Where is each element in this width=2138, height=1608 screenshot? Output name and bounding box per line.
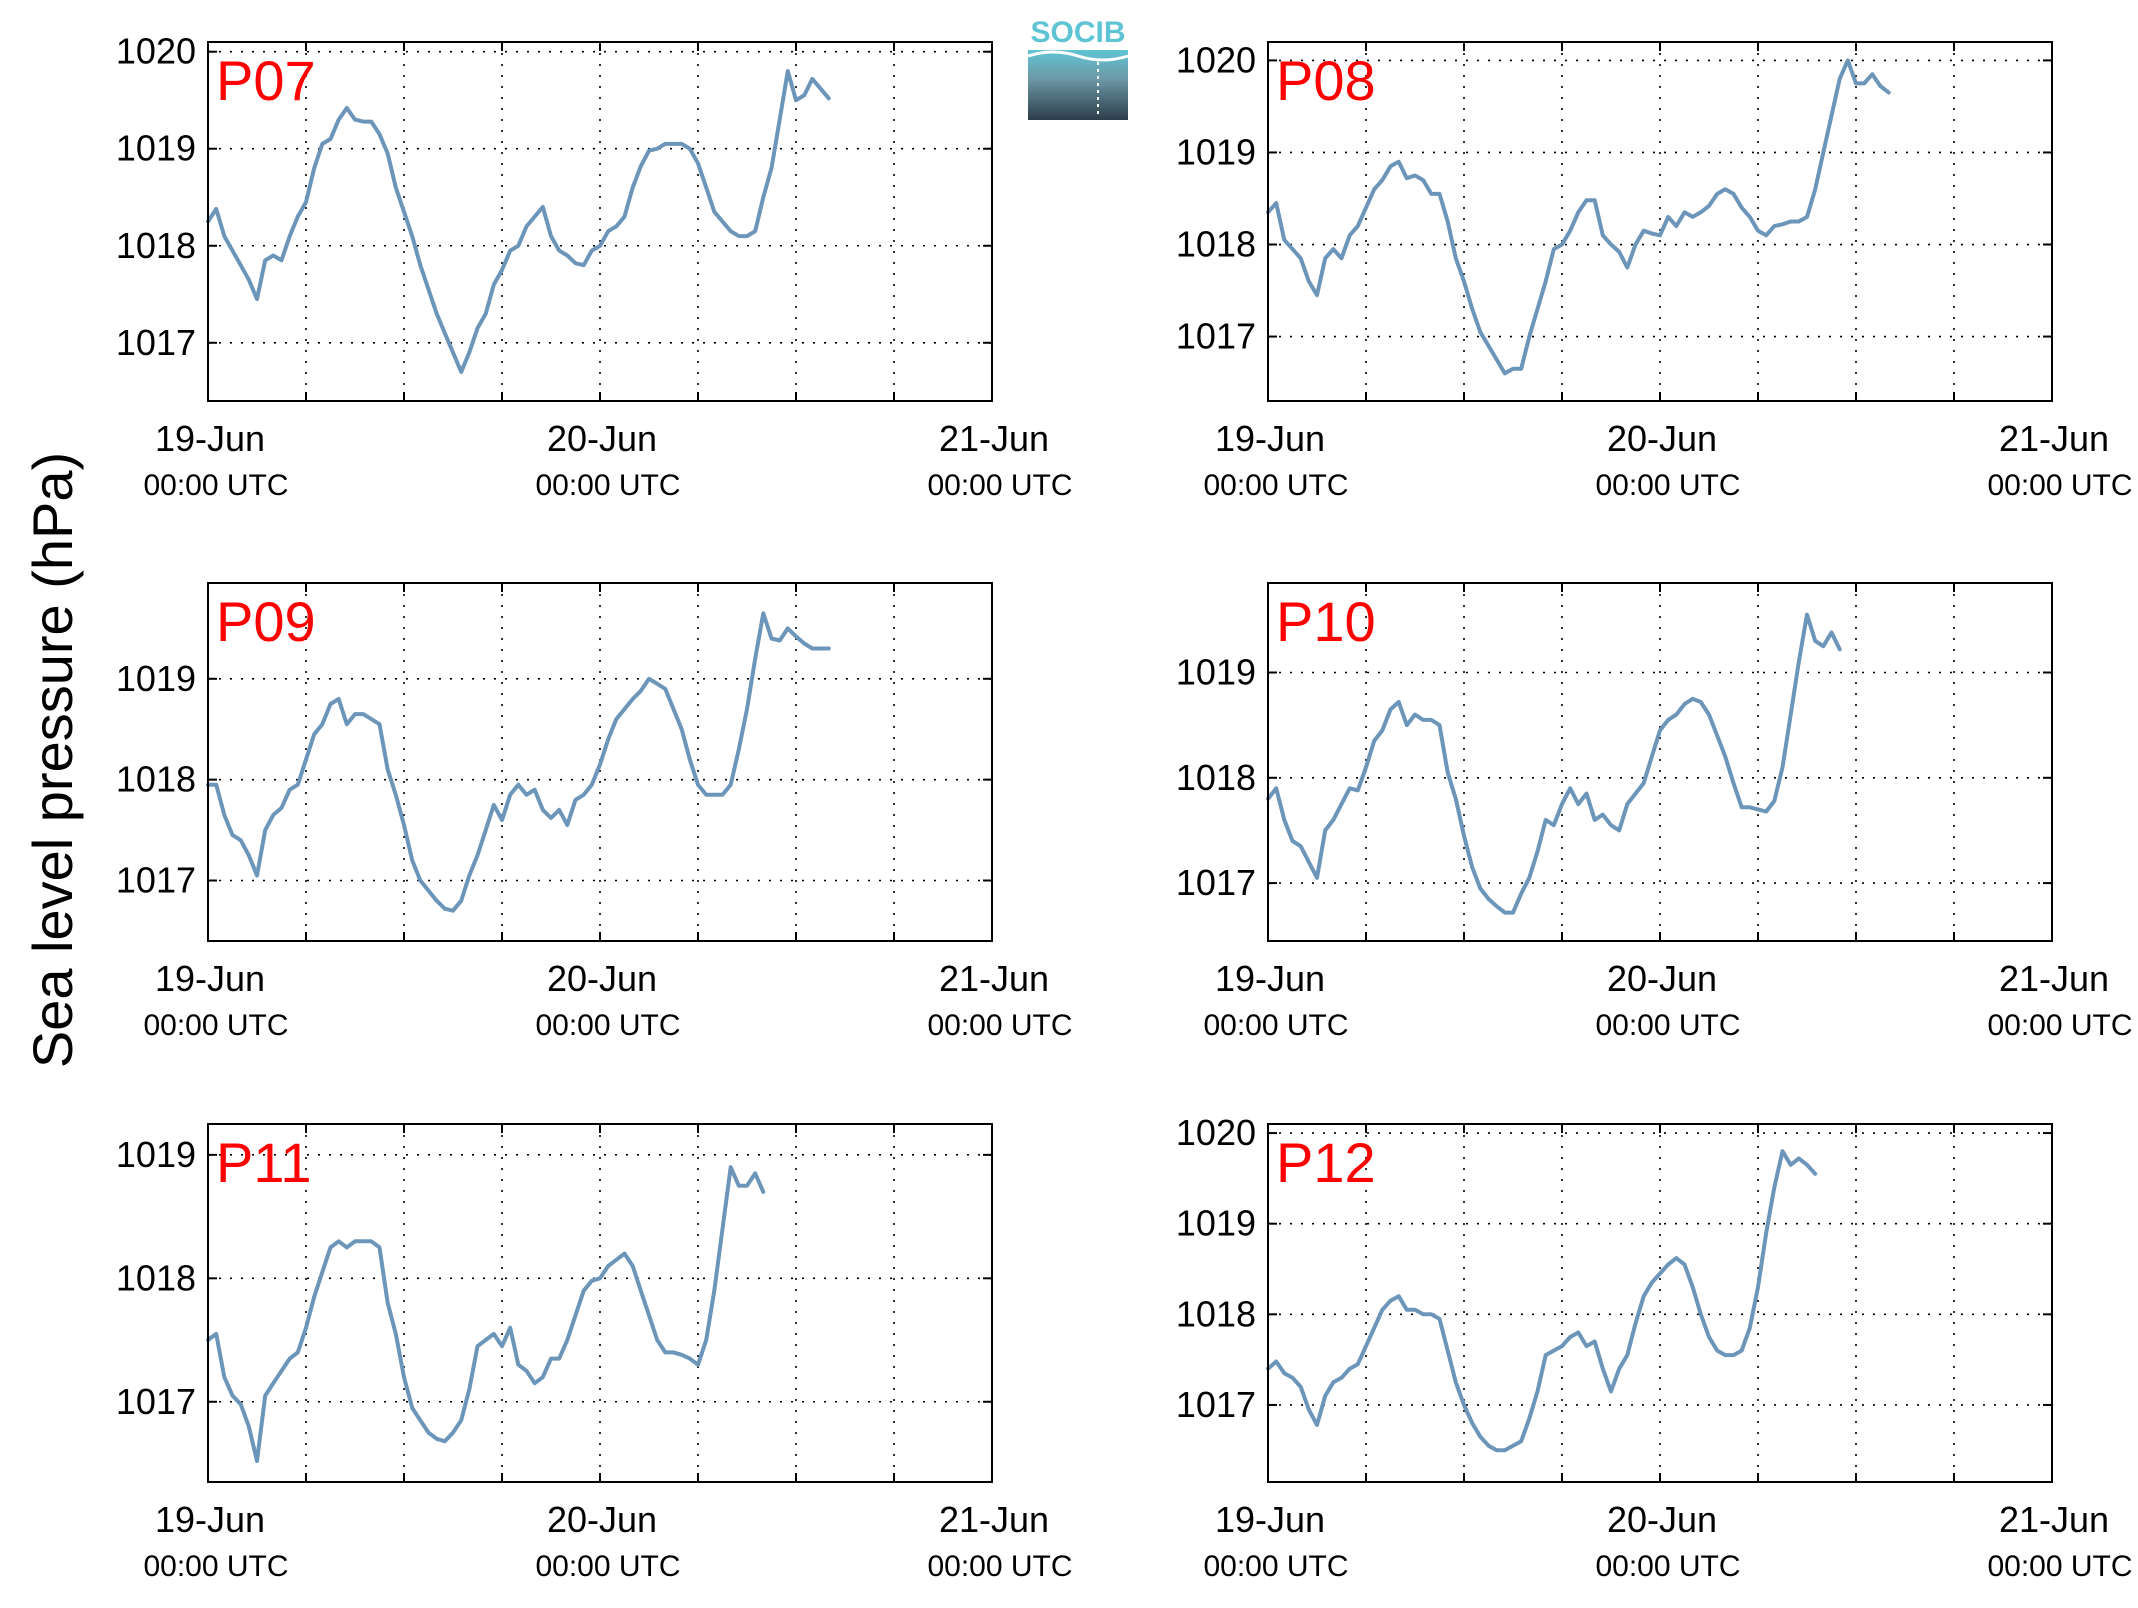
logo-text: SOCIB bbox=[1030, 16, 1125, 49]
series-line-p09 bbox=[206, 611, 831, 913]
series-line-p10 bbox=[1266, 612, 1842, 915]
x-tick-date-label: 19-Jun bbox=[155, 418, 265, 459]
y-tick-label: 1019 bbox=[116, 658, 196, 699]
x-tick-time-label: 00:00 UTC bbox=[927, 1009, 1072, 1042]
x-tick-time-label: 00:00 UTC bbox=[927, 1550, 1072, 1583]
series-line-p08 bbox=[1266, 58, 1891, 376]
x-tick-date-label: 20-Jun bbox=[1607, 1499, 1717, 1540]
x-tick-date-label: 21-Jun bbox=[939, 958, 1049, 999]
x-tick-time-label: 00:00 UTC bbox=[535, 1009, 680, 1042]
y-tick-label: 1019 bbox=[1176, 652, 1256, 693]
x-tick-time-label: 00:00 UTC bbox=[143, 469, 288, 502]
panel-p08: 1017 1018 1019 1020 19-Jun 00:00 UTC 20-Jun 00:… bbox=[1176, 39, 2133, 502]
x-tick-date-label: 20-Jun bbox=[547, 1499, 657, 1540]
x-tick-time-label: 00:00 UTC bbox=[1987, 469, 2132, 502]
panel-label: P10 bbox=[1276, 590, 1376, 653]
x-tick-date-label: 21-Jun bbox=[1999, 418, 2109, 459]
x-tick-time-label: 00:00 UTC bbox=[535, 469, 680, 502]
x-tick-date-label: 19-Jun bbox=[1215, 1499, 1325, 1540]
plot-frame bbox=[207, 1123, 993, 1483]
x-tick-time-label: 00:00 UTC bbox=[1203, 469, 1348, 502]
panel-label: P08 bbox=[1276, 49, 1376, 112]
y-tick-label: 1019 bbox=[1176, 1203, 1256, 1244]
plot-frame bbox=[1267, 582, 2053, 942]
series-line-p07 bbox=[206, 69, 831, 374]
x-tick-time-label: 00:00 UTC bbox=[1595, 1009, 1740, 1042]
x-tick-date-label: 19-Jun bbox=[155, 1499, 265, 1540]
x-tick-date-label: 21-Jun bbox=[1999, 1499, 2109, 1540]
y-tick-label: 1020 bbox=[1176, 1112, 1256, 1153]
y-tick-label: 1019 bbox=[116, 128, 196, 169]
x-tick-time-label: 00:00 UTC bbox=[535, 1550, 680, 1583]
y-tick-label: 1020 bbox=[1176, 39, 1256, 80]
panel-label: P07 bbox=[216, 49, 316, 112]
x-tick-date-label: 20-Jun bbox=[547, 418, 657, 459]
x-tick-date-label: 21-Jun bbox=[1999, 958, 2109, 999]
socib-logo: SOCIB bbox=[1027, 16, 1129, 120]
y-tick-label: 1017 bbox=[1176, 1384, 1256, 1425]
y-tick-label: 1017 bbox=[116, 859, 196, 900]
panel-label: P11 bbox=[216, 1131, 311, 1194]
y-tick-label: 1018 bbox=[116, 759, 196, 800]
x-tick-time-label: 00:00 UTC bbox=[1987, 1550, 2132, 1583]
plot-frame bbox=[207, 582, 993, 942]
y-tick-label: 1017 bbox=[1176, 862, 1256, 903]
series-line-p11 bbox=[206, 1165, 766, 1463]
x-tick-date-label: 19-Jun bbox=[1215, 418, 1325, 459]
x-tick-date-label: 21-Jun bbox=[939, 418, 1049, 459]
y-axis-label: Sea level pressure (hPa) bbox=[21, 452, 84, 1068]
y-tick-label: 1018 bbox=[116, 1257, 196, 1298]
y-tick-label: 1017 bbox=[116, 1381, 196, 1422]
x-tick-time-label: 00:00 UTC bbox=[1203, 1009, 1348, 1042]
x-tick-time-label: 00:00 UTC bbox=[1987, 1009, 2132, 1042]
y-tick-label: 1019 bbox=[116, 1134, 196, 1175]
y-tick-label: 1019 bbox=[1176, 131, 1256, 172]
x-tick-date-label: 20-Jun bbox=[547, 958, 657, 999]
x-tick-date-label: 19-Jun bbox=[155, 958, 265, 999]
x-tick-date-label: 21-Jun bbox=[939, 1499, 1049, 1540]
panel-p09: 1017 1018 1019 19-Jun 00:00 UTC 20-Jun 00:00 U… bbox=[116, 582, 1073, 1042]
x-tick-date-label: 20-Jun bbox=[1607, 418, 1717, 459]
x-tick-time-label: 00:00 UTC bbox=[143, 1550, 288, 1583]
x-tick-time-label: 00:00 UTC bbox=[927, 469, 1072, 502]
plot-frame bbox=[1267, 1123, 2053, 1483]
panel-p12: 1017 1018 1019 1020 19-Jun 00:00 UTC 20-Jun 00:… bbox=[1176, 1112, 2133, 1583]
panel-label: P09 bbox=[216, 590, 316, 653]
x-tick-date-label: 20-Jun bbox=[1607, 958, 1717, 999]
panel-p07: 1017 1018 1019 1020 19-Jun 00:00 UTC 20-Jun 00:… bbox=[116, 31, 1073, 502]
y-tick-label: 1018 bbox=[1176, 1293, 1256, 1334]
x-tick-time-label: 00:00 UTC bbox=[1595, 469, 1740, 502]
y-tick-label: 1020 bbox=[116, 31, 196, 72]
logo-waves-icon bbox=[1028, 50, 1128, 120]
panel-p10: 1017 1018 1019 19-Jun 00:00 UTC 20-Jun 00:00 U… bbox=[1176, 582, 2133, 1042]
plot-frame bbox=[207, 41, 993, 402]
y-tick-label: 1018 bbox=[1176, 224, 1256, 265]
series-line-p12 bbox=[1266, 1149, 1818, 1453]
x-tick-time-label: 00:00 UTC bbox=[1595, 1550, 1740, 1583]
plot-frame bbox=[1267, 41, 2053, 402]
y-tick-label: 1018 bbox=[116, 225, 196, 266]
y-tick-label: 1017 bbox=[1176, 316, 1256, 357]
x-tick-time-label: 00:00 UTC bbox=[143, 1009, 288, 1042]
x-tick-time-label: 00:00 UTC bbox=[1203, 1550, 1348, 1583]
panel-p11: 1017 1018 1019 19-Jun 00:00 UTC 20-Jun 00:00 U… bbox=[116, 1123, 1073, 1583]
y-tick-label: 1018 bbox=[1176, 757, 1256, 798]
y-tick-label: 1017 bbox=[116, 322, 196, 363]
panel-label: P12 bbox=[1276, 1131, 1376, 1194]
x-tick-date-label: 19-Jun bbox=[1215, 958, 1325, 999]
